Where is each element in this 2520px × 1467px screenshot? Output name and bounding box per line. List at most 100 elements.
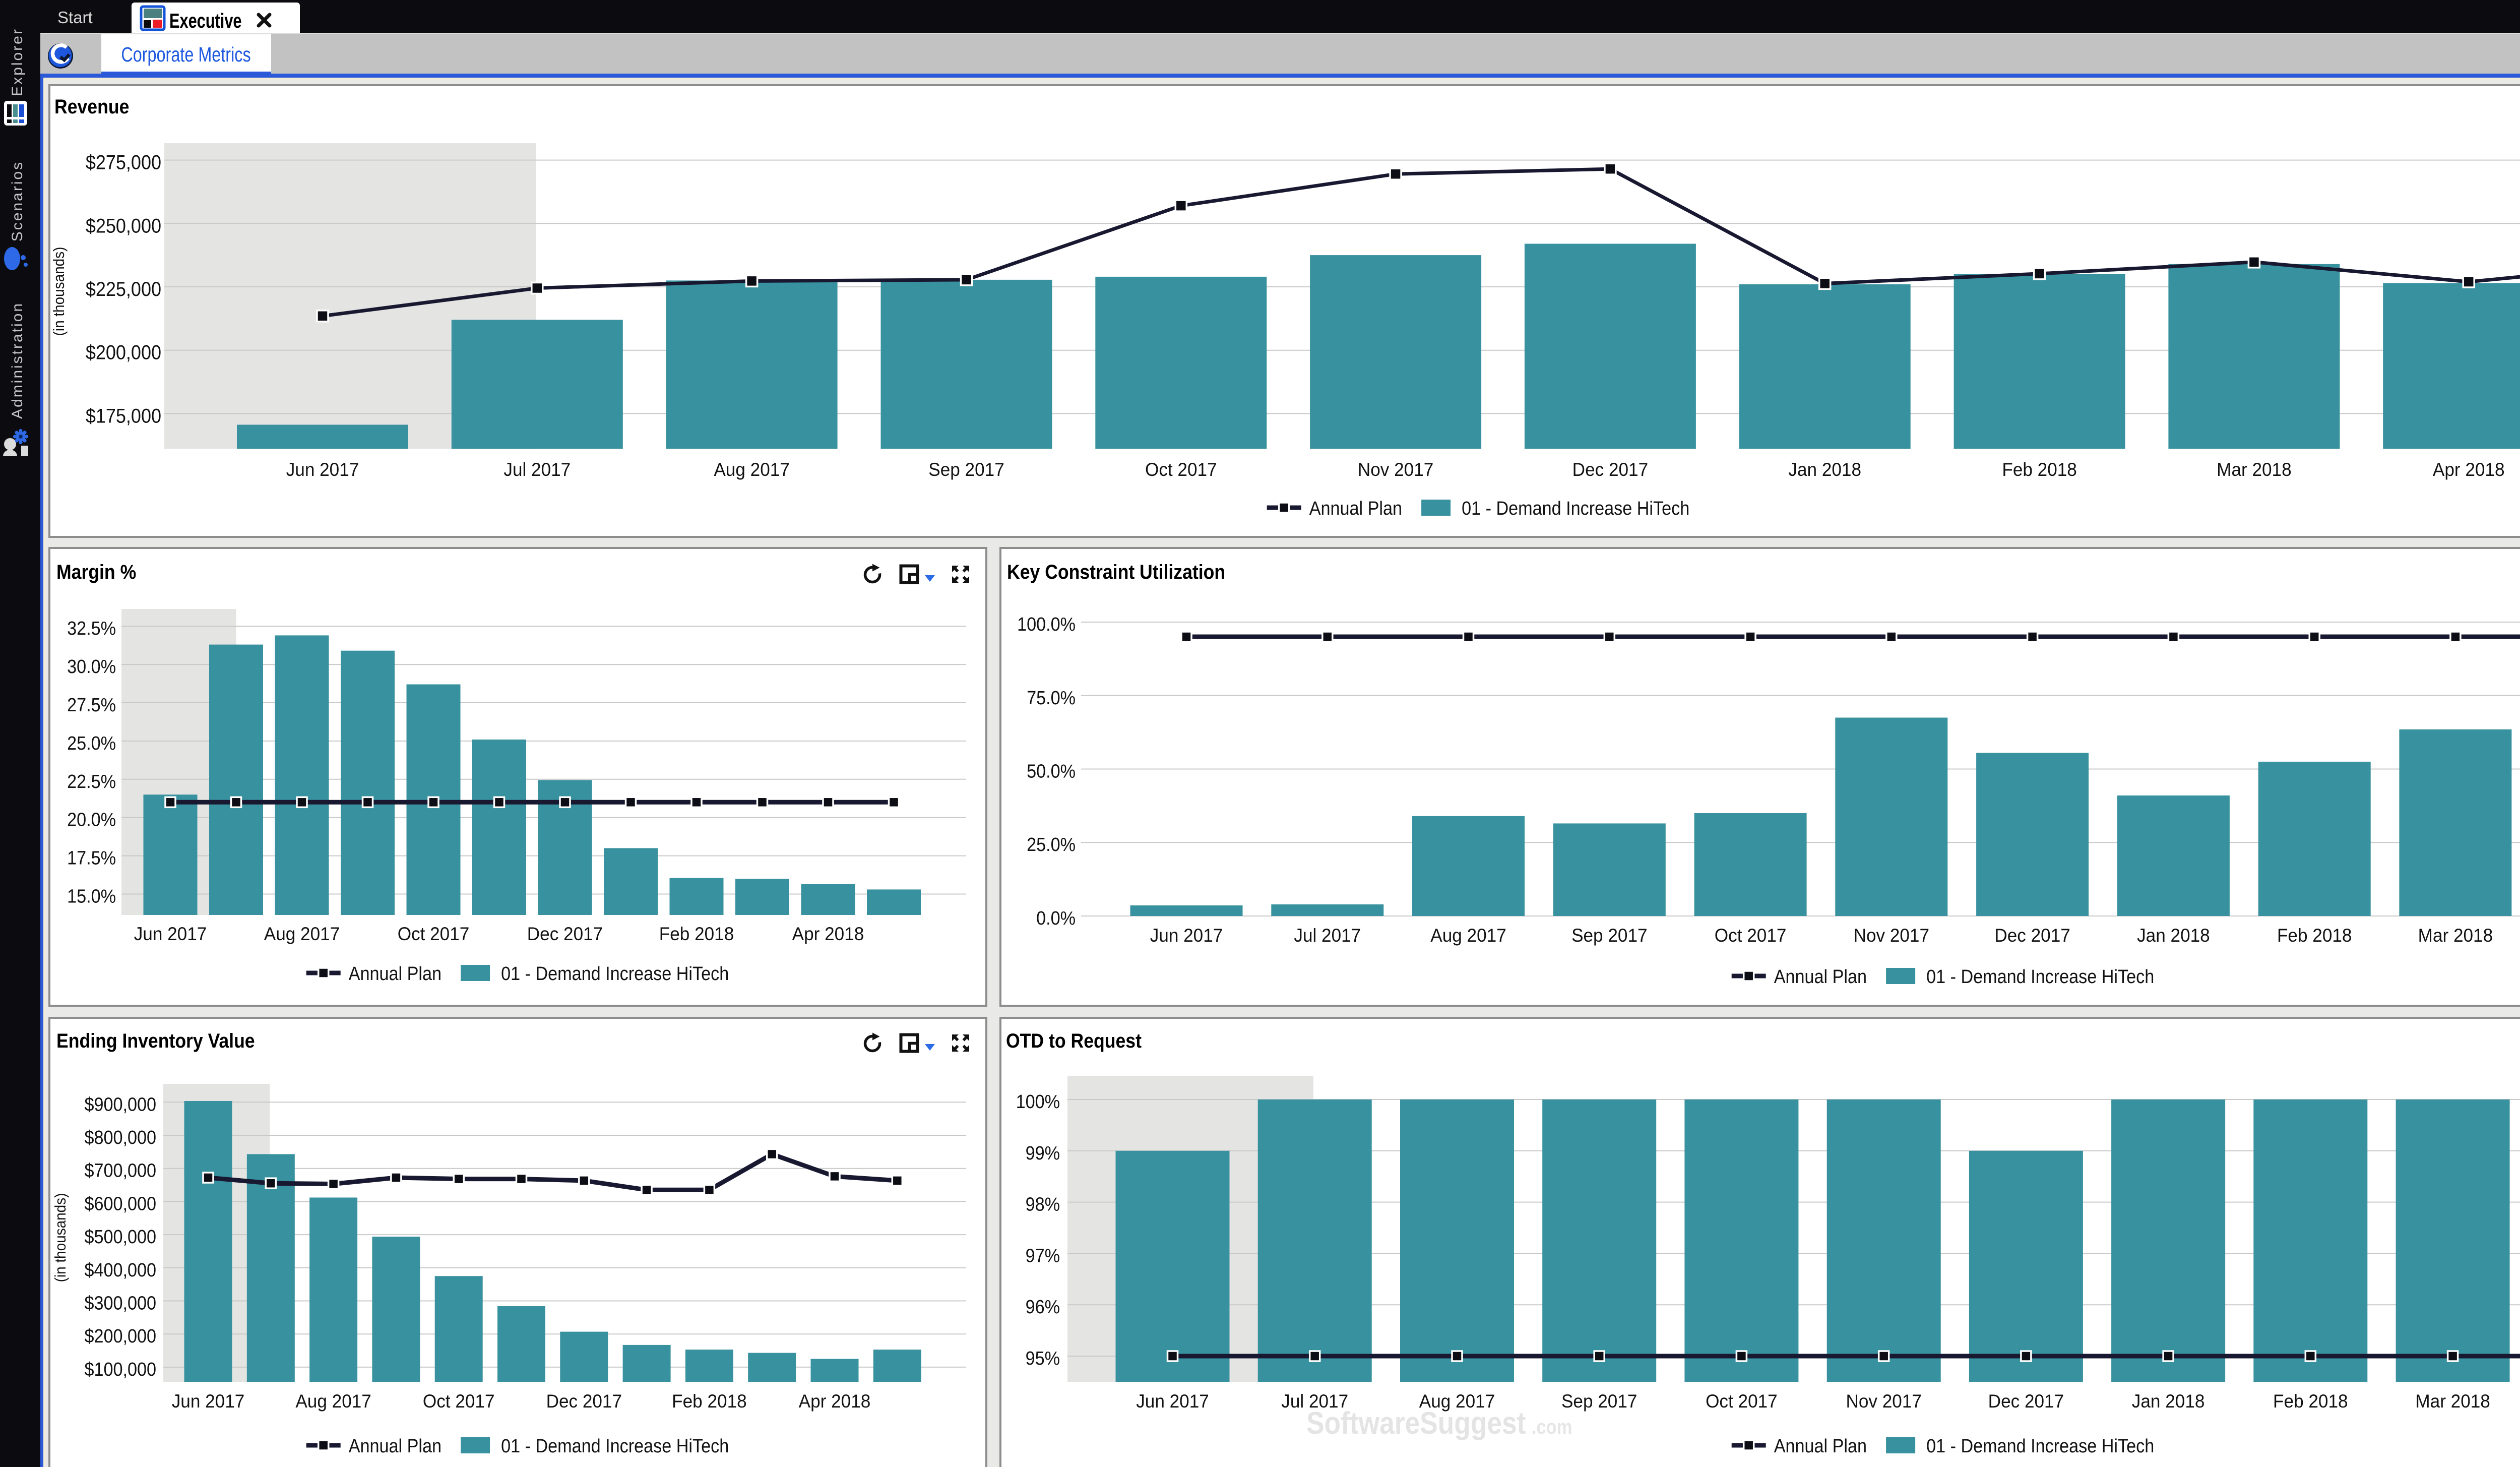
- svg-text:Start: Start: [57, 8, 93, 27]
- svg-text:99%: 99%: [1026, 1142, 1060, 1164]
- svg-text:27.5%: 27.5%: [67, 694, 116, 715]
- svg-text:Mar 2018: Mar 2018: [2217, 459, 2291, 480]
- svg-text:Revenue: Revenue: [54, 96, 129, 118]
- svg-text:Jul 2017: Jul 2017: [1281, 1390, 1348, 1412]
- svg-text:Nov 2017: Nov 2017: [1854, 925, 1929, 946]
- svg-text:$100,000: $100,000: [84, 1358, 156, 1380]
- svg-text:Jun 2017: Jun 2017: [1150, 925, 1223, 946]
- svg-text:Feb 2018: Feb 2018: [659, 923, 734, 944]
- svg-text:Feb 2018: Feb 2018: [2273, 1390, 2348, 1412]
- svg-text:Annual Plan: Annual Plan: [349, 962, 442, 984]
- svg-text:Key Constraint Utilization: Key Constraint Utilization: [1007, 561, 1225, 583]
- svg-text:$400,000: $400,000: [84, 1259, 156, 1280]
- svg-text:Apr 2018: Apr 2018: [2433, 459, 2505, 480]
- svg-text:100.0%: 100.0%: [1017, 613, 1076, 635]
- svg-text:Feb 2018: Feb 2018: [672, 1390, 746, 1412]
- svg-text:$800,000: $800,000: [84, 1126, 156, 1148]
- svg-text:Executive: Executive: [169, 9, 242, 32]
- svg-text:$200,000: $200,000: [86, 342, 161, 364]
- svg-text:Dec 2017: Dec 2017: [1988, 1390, 2064, 1412]
- svg-text:25.0%: 25.0%: [1027, 834, 1076, 855]
- svg-text:$250,000: $250,000: [86, 215, 161, 237]
- svg-text:Explorer: Explorer: [9, 28, 26, 96]
- svg-text:01 - Demand Increase HiTech: 01 - Demand Increase HiTech: [1926, 1435, 2154, 1456]
- svg-text:(in thousands): (in thousands): [52, 1193, 70, 1282]
- svg-text:Oct 2017: Oct 2017: [1715, 925, 1787, 946]
- svg-text:OTD to Request: OTD to Request: [1006, 1030, 1142, 1052]
- svg-text:Jun 2017: Jun 2017: [134, 923, 207, 944]
- svg-text:97%: 97%: [1026, 1245, 1060, 1266]
- svg-text:$600,000: $600,000: [84, 1193, 156, 1214]
- svg-text:$225,000: $225,000: [86, 278, 161, 300]
- svg-text:Dec 2017: Dec 2017: [527, 923, 603, 944]
- svg-text:Feb 2018: Feb 2018: [2002, 459, 2076, 480]
- svg-text:01 - Demand Increase HiTech: 01 - Demand Increase HiTech: [1926, 965, 2154, 987]
- svg-text:Mar 2018: Mar 2018: [2415, 1390, 2490, 1412]
- svg-text:01 - Demand Increase HiTech: 01 - Demand Increase HiTech: [1462, 497, 1689, 519]
- svg-text:$175,000: $175,000: [86, 405, 161, 427]
- svg-text:Aug 2017: Aug 2017: [1419, 1390, 1495, 1412]
- svg-text:Jun 2017: Jun 2017: [172, 1390, 245, 1412]
- svg-text:0.0%: 0.0%: [1036, 907, 1076, 929]
- svg-text:Corporate Metrics: Corporate Metrics: [121, 43, 250, 66]
- svg-text:$300,000: $300,000: [84, 1292, 156, 1314]
- svg-text:Apr 2018: Apr 2018: [792, 923, 864, 944]
- svg-text:Oct 2017: Oct 2017: [398, 923, 470, 944]
- svg-text:Margin %: Margin %: [56, 561, 136, 583]
- svg-text:SoftwareSuggest: SoftwareSuggest: [1306, 1406, 1526, 1441]
- svg-text:Feb 2018: Feb 2018: [2277, 925, 2352, 946]
- svg-text:Dec 2017: Dec 2017: [1994, 925, 2070, 946]
- svg-text:$700,000: $700,000: [84, 1159, 156, 1181]
- svg-text:Jul 2017: Jul 2017: [503, 459, 571, 480]
- svg-text:Oct 2017: Oct 2017: [423, 1390, 495, 1412]
- svg-text:96%: 96%: [1026, 1296, 1060, 1318]
- svg-text:$200,000: $200,000: [84, 1325, 156, 1347]
- svg-text:98%: 98%: [1026, 1193, 1060, 1215]
- svg-text:Mar 2018: Mar 2018: [2418, 925, 2493, 946]
- svg-text:01 - Demand Increase HiTech: 01 - Demand Increase HiTech: [501, 1435, 729, 1456]
- svg-text:100%: 100%: [1016, 1090, 1060, 1112]
- svg-text:01 - Demand Increase HiTech: 01 - Demand Increase HiTech: [501, 962, 729, 984]
- svg-text:32.5%: 32.5%: [67, 618, 116, 639]
- svg-text:Sep 2017: Sep 2017: [928, 459, 1004, 480]
- svg-text:30.0%: 30.0%: [67, 655, 116, 677]
- svg-text:25.0%: 25.0%: [67, 732, 116, 754]
- svg-text:Jan 2018: Jan 2018: [1788, 459, 1861, 480]
- svg-text:75.0%: 75.0%: [1027, 687, 1076, 708]
- svg-text:Oct 2017: Oct 2017: [1706, 1390, 1778, 1412]
- svg-text:Apr 2018: Apr 2018: [799, 1390, 871, 1412]
- svg-text:50.0%: 50.0%: [1027, 760, 1076, 782]
- svg-text:Jan 2018: Jan 2018: [2132, 1390, 2205, 1412]
- svg-text:Jun 2017: Jun 2017: [286, 459, 359, 480]
- svg-text:Administration: Administration: [9, 302, 26, 419]
- svg-text:Annual Plan: Annual Plan: [1774, 965, 1867, 987]
- svg-text:Scenarios: Scenarios: [9, 161, 26, 241]
- svg-text:Oct 2017: Oct 2017: [1145, 459, 1217, 480]
- svg-text:Annual Plan: Annual Plan: [1309, 497, 1402, 519]
- svg-text:Aug 2017: Aug 2017: [295, 1390, 371, 1412]
- svg-text:$500,000: $500,000: [84, 1226, 156, 1247]
- svg-text:20.0%: 20.0%: [67, 809, 116, 830]
- svg-text:Sep 2017: Sep 2017: [1561, 1390, 1637, 1412]
- svg-text:(in thousands): (in thousands): [50, 247, 68, 336]
- svg-text:$900,000: $900,000: [84, 1093, 156, 1115]
- svg-text:Aug 2017: Aug 2017: [1430, 925, 1506, 946]
- svg-text:22.5%: 22.5%: [67, 770, 116, 792]
- svg-text:Jul 2017: Jul 2017: [1294, 925, 1361, 946]
- svg-text:Dec 2017: Dec 2017: [1572, 459, 1648, 480]
- svg-text:Nov 2017: Nov 2017: [1358, 459, 1433, 480]
- svg-text:$275,000: $275,000: [86, 152, 161, 174]
- svg-text:17.5%: 17.5%: [67, 847, 116, 869]
- svg-text:Nov 2017: Nov 2017: [1846, 1390, 1921, 1412]
- svg-text:Aug 2017: Aug 2017: [714, 459, 789, 480]
- svg-text:Sep 2017: Sep 2017: [1571, 925, 1647, 946]
- svg-text:Dec 2017: Dec 2017: [546, 1390, 622, 1412]
- svg-text:Aug 2017: Aug 2017: [264, 923, 340, 944]
- svg-text:Ending Inventory Value: Ending Inventory Value: [56, 1030, 255, 1052]
- svg-text:.com: .com: [1532, 1416, 1572, 1438]
- svg-text:Annual Plan: Annual Plan: [349, 1435, 442, 1456]
- svg-text:Jun 2017: Jun 2017: [1136, 1390, 1209, 1412]
- svg-text:Annual Plan: Annual Plan: [1774, 1435, 1867, 1456]
- svg-text:Jan 2018: Jan 2018: [2137, 925, 2210, 946]
- svg-text:95%: 95%: [1026, 1347, 1060, 1369]
